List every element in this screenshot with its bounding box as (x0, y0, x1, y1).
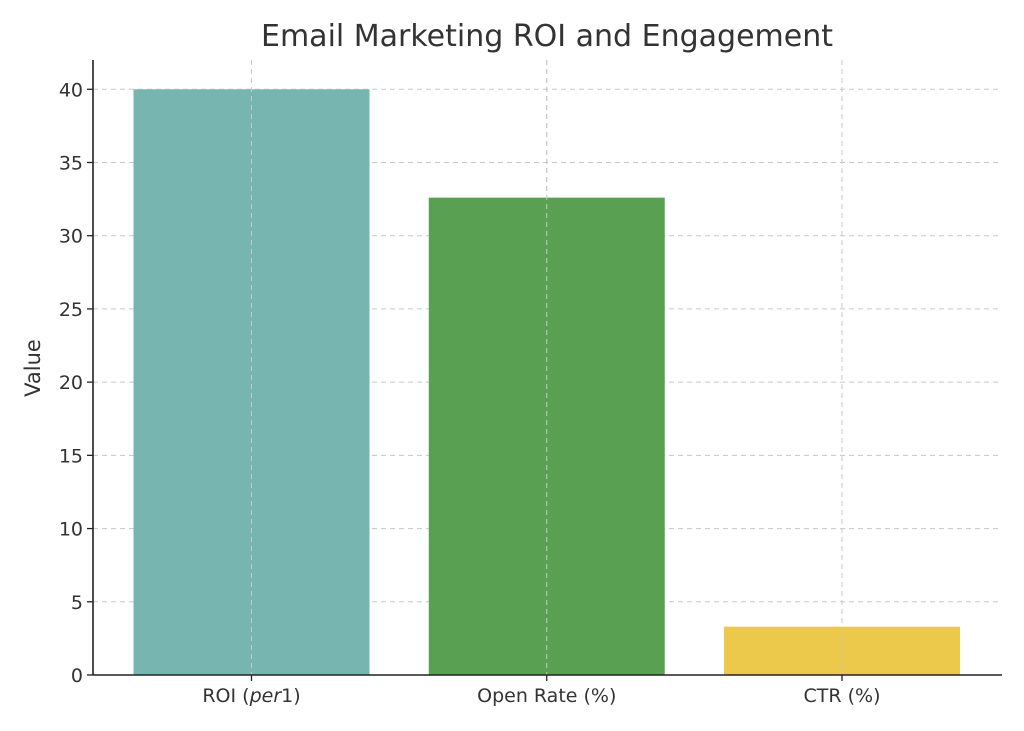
y-tick-label: 30 (59, 226, 83, 248)
x-tick-label: ROI (per1) (202, 685, 300, 707)
y-tick-label: 20 (59, 372, 83, 394)
x-tick-label: Open Rate (%) (477, 685, 616, 707)
x-tick-label: CTR (%) (804, 685, 881, 707)
x-tick-label-part: CTR (%) (804, 685, 881, 707)
x-tick-label-part: ROI ( (202, 685, 249, 707)
y-tick-label: 0 (71, 665, 83, 687)
y-axis-label: Value (21, 339, 45, 397)
x-tick-label-part: 1) (281, 685, 301, 707)
y-tick-label: 35 (59, 153, 83, 175)
y-tick-label: 15 (59, 445, 83, 467)
y-tick-label: 5 (71, 592, 83, 614)
x-tick-label-part: Open Rate (%) (477, 685, 616, 707)
x-tick-label-part: per (249, 685, 283, 707)
tick-layer: 0 5 10 15 20 25 30 35 40 ROI (per1) Open Rate (%) C… (59, 79, 881, 707)
y-tick-label: 10 (59, 519, 83, 541)
bar-layer (133, 60, 960, 676)
y-tick-label: 25 (59, 299, 83, 321)
chart-title: Email Marketing ROI and Engagement (261, 19, 833, 54)
y-tick-label: 40 (59, 79, 83, 101)
